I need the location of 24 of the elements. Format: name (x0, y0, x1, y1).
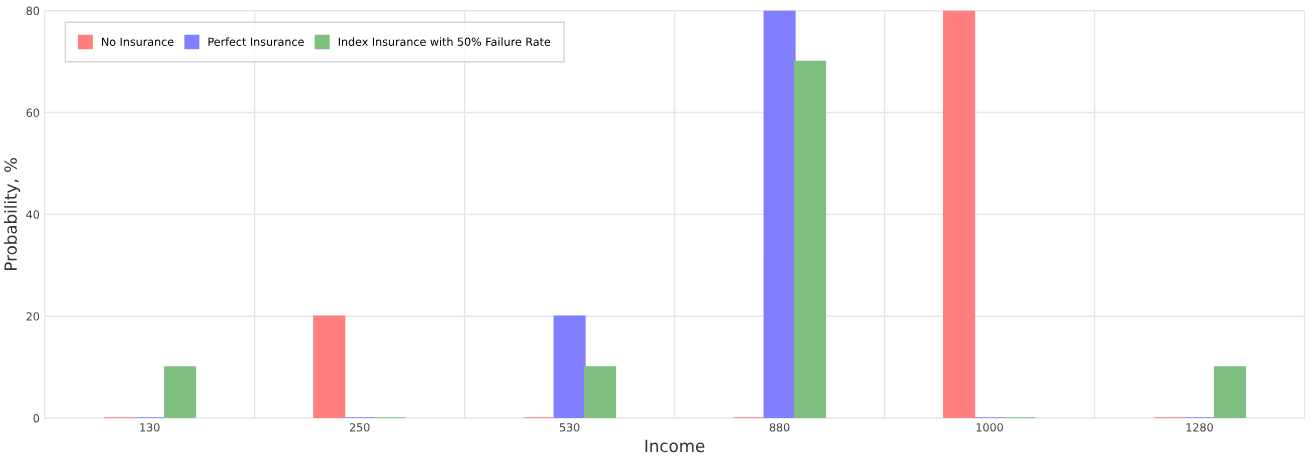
y-tick-label: 40 (26, 210, 40, 219)
x-tick-label: 530 (559, 423, 580, 432)
x-tick-label: 130 (140, 423, 160, 432)
bar (943, 10, 976, 419)
legend-label: No Insurance (102, 37, 174, 46)
bar (584, 366, 617, 419)
bar (1213, 366, 1247, 419)
bar (793, 60, 827, 419)
y-tick-label: 0 (33, 414, 40, 423)
y-axis-title: Probability, % (4, 158, 21, 270)
bar (164, 366, 197, 419)
x-axis-title: Income (645, 439, 705, 453)
bar (313, 315, 346, 419)
y-tick-label: 60 (26, 108, 40, 117)
legend-label: Index Insurance with 50% Failure Rate (338, 37, 551, 46)
x-tick-label: 1280 (1186, 423, 1213, 432)
x-tick-label: 1000 (976, 423, 1003, 432)
y-tick-label: 20 (26, 312, 40, 321)
legend-label: Perfect Insurance (208, 37, 304, 46)
bar (553, 315, 586, 419)
x-tick-label: 880 (769, 423, 790, 432)
y-tick-label: 80 (26, 6, 40, 16)
x-tick-label: 250 (349, 423, 370, 432)
bar (763, 10, 796, 419)
